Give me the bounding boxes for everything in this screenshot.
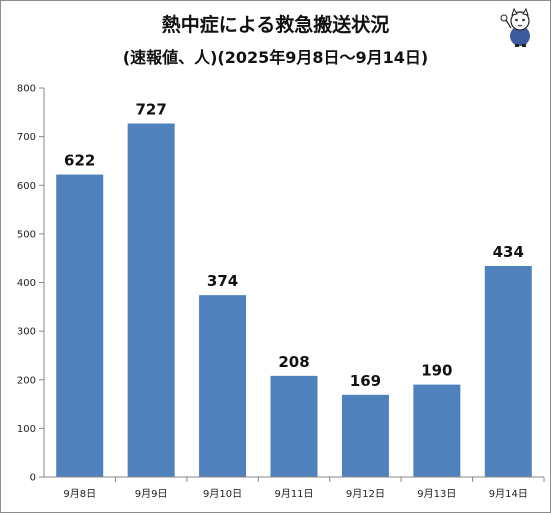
y-axis-ticks: 0 100 200 300 400 500 600 700 800 xyxy=(17,84,44,484)
data-labels: 622 727 374 208 169 190 434 xyxy=(64,100,524,389)
data-label: 622 xyxy=(64,152,95,170)
bar xyxy=(127,123,175,477)
bar xyxy=(270,375,318,477)
data-label: 169 xyxy=(350,372,381,390)
y-tick-label: 500 xyxy=(17,229,36,240)
x-tick-label: 9月14日 xyxy=(489,488,528,500)
y-tick-label: 300 xyxy=(17,327,36,338)
bar xyxy=(341,394,389,477)
y-tick-label: 0 xyxy=(30,473,36,484)
data-label: 434 xyxy=(493,243,524,261)
bar xyxy=(413,384,461,477)
bar xyxy=(199,295,247,477)
y-tick-label: 400 xyxy=(17,278,36,289)
x-tick-label: 9月12日 xyxy=(346,488,385,500)
y-tick-label: 600 xyxy=(17,181,36,192)
y-tick-label: 200 xyxy=(17,375,36,386)
chart-title: 熱中症による救急搬送状況 xyxy=(161,14,390,36)
y-tick-label: 100 xyxy=(17,424,36,435)
y-tick-label: 700 xyxy=(17,132,36,143)
bar xyxy=(484,265,532,477)
bar xyxy=(56,174,104,478)
x-tick-label: 9月11日 xyxy=(274,488,313,500)
x-tick-label: 9月13日 xyxy=(417,488,456,500)
y-tick-label: 800 xyxy=(17,84,36,95)
data-label: 374 xyxy=(207,272,238,290)
x-tick-label: 9月10日 xyxy=(203,488,242,500)
data-label: 190 xyxy=(421,362,452,380)
x-axis-ticks: 9月8日 9月9日 9月10日 9月11日 9月12日 9月13日 9月14日 xyxy=(63,477,545,500)
bars xyxy=(56,123,532,478)
data-label: 208 xyxy=(278,353,309,371)
x-tick-label: 9月9日 xyxy=(135,488,168,500)
mascot-logo-icon xyxy=(498,6,542,52)
chart-subtitle: (速報値、人)(2025年9月8日～9月14日) xyxy=(122,48,429,67)
data-label: 727 xyxy=(135,100,166,118)
x-tick-label: 9月8日 xyxy=(63,488,96,500)
